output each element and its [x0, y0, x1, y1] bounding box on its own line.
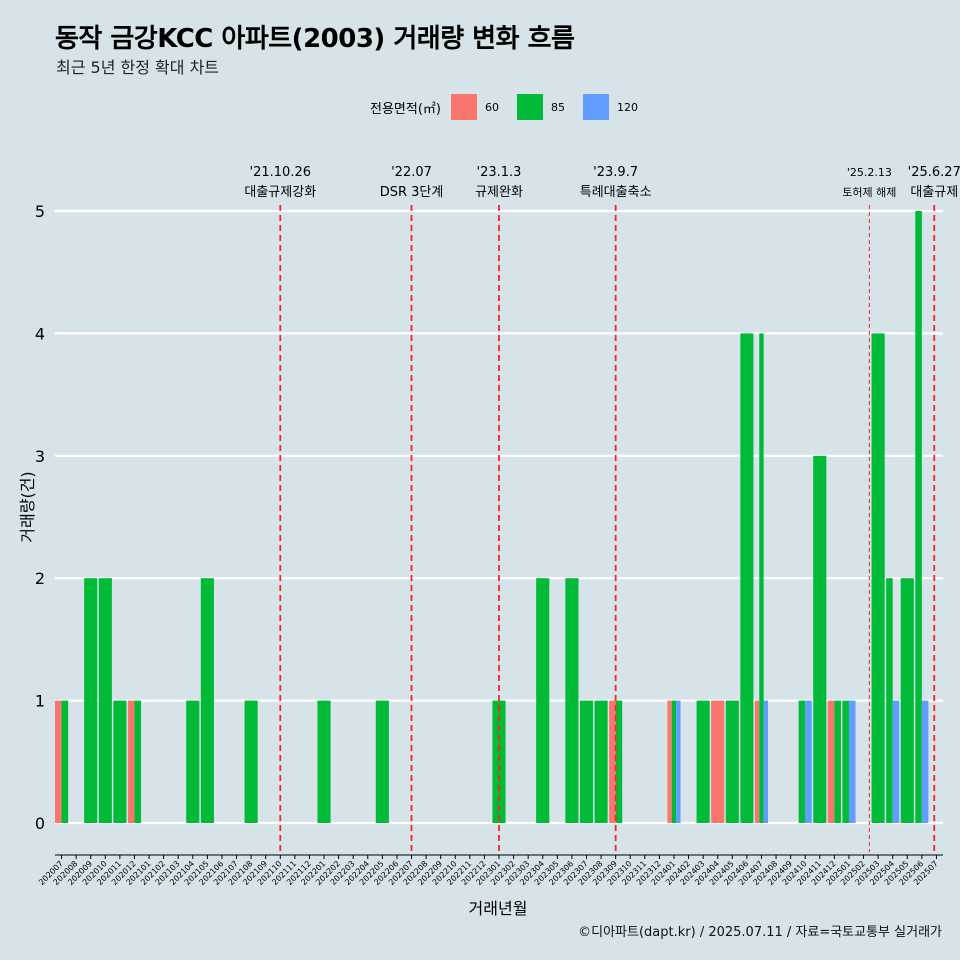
event-date-2: '23.1.3 [477, 165, 522, 180]
event-date-5: '25.6.27 [908, 165, 960, 180]
chart-subtitle: 최근 5년 한정 확대 차트 [56, 58, 220, 77]
legend: 전용면적(㎡) 60 85 120 [370, 92, 656, 122]
bar-202411-85 [813, 455, 827, 823]
bar-202108-85 [244, 700, 258, 823]
bar-202012-85 [134, 700, 142, 823]
bar-202505-85 [900, 578, 914, 823]
bar-202301-85 [492, 700, 506, 823]
legend-label-120: 120 [616, 100, 638, 114]
bar-202405-85 [725, 700, 739, 823]
bar-202205-85 [375, 700, 389, 823]
bar-202401-60 [667, 700, 672, 823]
bar-202309-85 [615, 700, 623, 823]
event-label-1: DSR 3단계 [380, 185, 444, 200]
y-tick-label-0: 0 [35, 814, 45, 833]
bar-202404-60 [711, 700, 725, 823]
bar-202407-85 [759, 333, 764, 823]
bar-202504-120 [892, 700, 900, 823]
bar-202309-60 [609, 700, 616, 823]
bar-202506-85 [915, 211, 922, 823]
bar-202105-85 [200, 578, 214, 823]
bar-202410-120 [805, 700, 812, 823]
legend-label-85: 85 [550, 100, 565, 114]
y-tick-label-3: 3 [35, 447, 45, 466]
bar-202412-60 [827, 700, 835, 823]
bar-202407-120 [763, 700, 769, 823]
event-date-3: '23.9.7 [593, 165, 638, 180]
bar-202410-85 [798, 700, 806, 823]
y-tick-label-1: 1 [35, 692, 45, 711]
bar-202306-85 [565, 578, 579, 823]
event-label-0: 대출규제강화 [244, 185, 316, 200]
bar-202007-85 [61, 700, 69, 823]
bar-202007-60 [55, 700, 62, 823]
bar-202010-85 [98, 578, 112, 823]
legend-label-60: 60 [484, 100, 499, 114]
event-label-3: 특례대출축소 [580, 185, 652, 200]
event-label-4: 토허제 해제 [842, 185, 896, 199]
bar-202304-85 [536, 578, 550, 823]
y-tick-label-2: 2 [35, 569, 45, 588]
legend-swatch-120 [582, 94, 609, 120]
y-tick-label-4: 4 [35, 324, 45, 343]
legend-swatch-60 [450, 94, 477, 120]
chart-title: 동작 금강KCC 아파트(2003) 거래량 변화 흐름 [55, 24, 575, 54]
bar-202011-85 [113, 700, 127, 823]
bar-202503-85 [871, 333, 885, 823]
bar-202009-85 [84, 578, 98, 823]
event-date-0: '21.10.26 [250, 165, 311, 180]
bar-202501-120 [848, 700, 856, 823]
bar-202104-85 [186, 700, 200, 823]
bar-202506-120 [921, 700, 929, 823]
bar-202412-85 [834, 700, 841, 823]
event-date-1: '22.07 [391, 165, 432, 180]
event-label-5: 대출규제 [910, 185, 958, 200]
bar-202307-85 [579, 700, 594, 823]
bar-202401-120 [676, 700, 681, 823]
legend-title: 전용면적(㎡) [370, 101, 441, 117]
bar-202201-85 [317, 700, 331, 823]
bar-202407-60 [754, 700, 760, 823]
caption: ©디아파트(dapt.kr) / 2025.07.11 / 자료=국토교통부 실… [578, 925, 942, 940]
y-tick-label-5: 5 [35, 202, 45, 221]
legend-swatch-85 [516, 94, 543, 120]
event-label-2: 규제완화 [475, 185, 523, 200]
bar-202504-85 [886, 578, 893, 823]
bar-202403-85 [696, 700, 710, 823]
x-axis-label: 거래년월 [469, 899, 528, 918]
bar-202406-85 [740, 333, 754, 823]
bar-202501-85 [842, 700, 849, 823]
y-axis-label: 거래량(건) [18, 471, 37, 542]
event-date-4: '25.2.13 [847, 166, 892, 179]
bar-202308-85 [594, 700, 608, 823]
bar-202401-85 [671, 700, 677, 823]
bar-202012-60 [127, 700, 135, 823]
